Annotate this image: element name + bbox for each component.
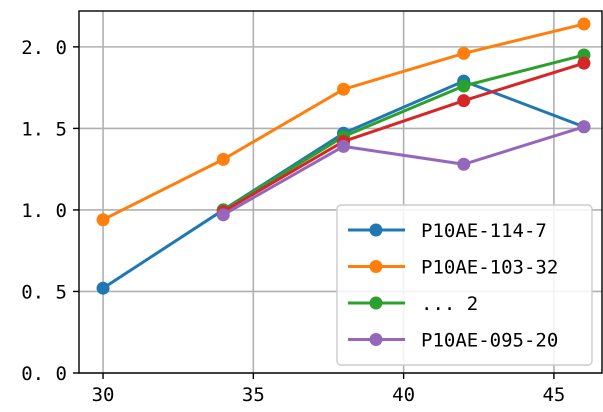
plot-frame xyxy=(78,10,603,374)
legend-entry: P10AE-103-32 xyxy=(348,257,558,279)
legend-marker xyxy=(369,223,383,237)
series-line xyxy=(102,22,585,222)
x-tick-label: 35 xyxy=(242,384,265,406)
data-point xyxy=(457,94,471,108)
legend-marker xyxy=(369,296,383,310)
data-point xyxy=(577,56,591,70)
legend-marker xyxy=(369,333,383,346)
y-tick-label: 0. 5 xyxy=(21,281,67,303)
series-line xyxy=(222,125,585,217)
legend-label: P10AE-114-7 xyxy=(421,220,547,242)
legend-label: P10AE-095-20 xyxy=(421,330,558,352)
legend-entry: ... 2 xyxy=(348,293,478,315)
legend: P10AE-114-7 P10AE-103-32 ... 2 P10AE-095-20 xyxy=(336,204,593,366)
y-tick-label: 0. 0 xyxy=(21,363,67,385)
series-5 xyxy=(216,120,591,222)
axes: 30 35 40 45 0. 0 0. 5 1. 0 1. 5 2. 0 xyxy=(21,10,603,406)
y-tick-label: 1. 0 xyxy=(21,200,67,222)
data-point xyxy=(96,281,110,295)
data-point xyxy=(216,152,230,166)
data-point xyxy=(216,208,230,222)
data-point xyxy=(337,82,351,96)
x-tick-label: 30 xyxy=(92,384,115,406)
data-point xyxy=(577,17,591,31)
data-point xyxy=(457,79,471,93)
x-tick-label: 40 xyxy=(392,384,415,406)
x-tick-label: 45 xyxy=(542,384,565,406)
series-2 xyxy=(96,17,591,227)
data-point xyxy=(457,157,471,171)
data-point xyxy=(96,213,110,227)
legend-marker xyxy=(369,260,383,273)
data-point xyxy=(337,139,351,153)
legend-label: ... 2 xyxy=(421,293,478,315)
data-point xyxy=(457,46,471,60)
series-line xyxy=(222,61,585,213)
legend-entry: P10AE-114-7 xyxy=(348,220,547,242)
data-point xyxy=(577,120,591,134)
legend-entry: P10AE-095-20 xyxy=(348,330,558,352)
series-line xyxy=(222,53,585,212)
y-tick-label: 2. 0 xyxy=(21,37,67,59)
y-tick-label: 1. 5 xyxy=(21,118,67,140)
series-layer xyxy=(96,17,591,295)
legend-box xyxy=(336,204,593,366)
legend-label: P10AE-103-32 xyxy=(421,257,558,279)
